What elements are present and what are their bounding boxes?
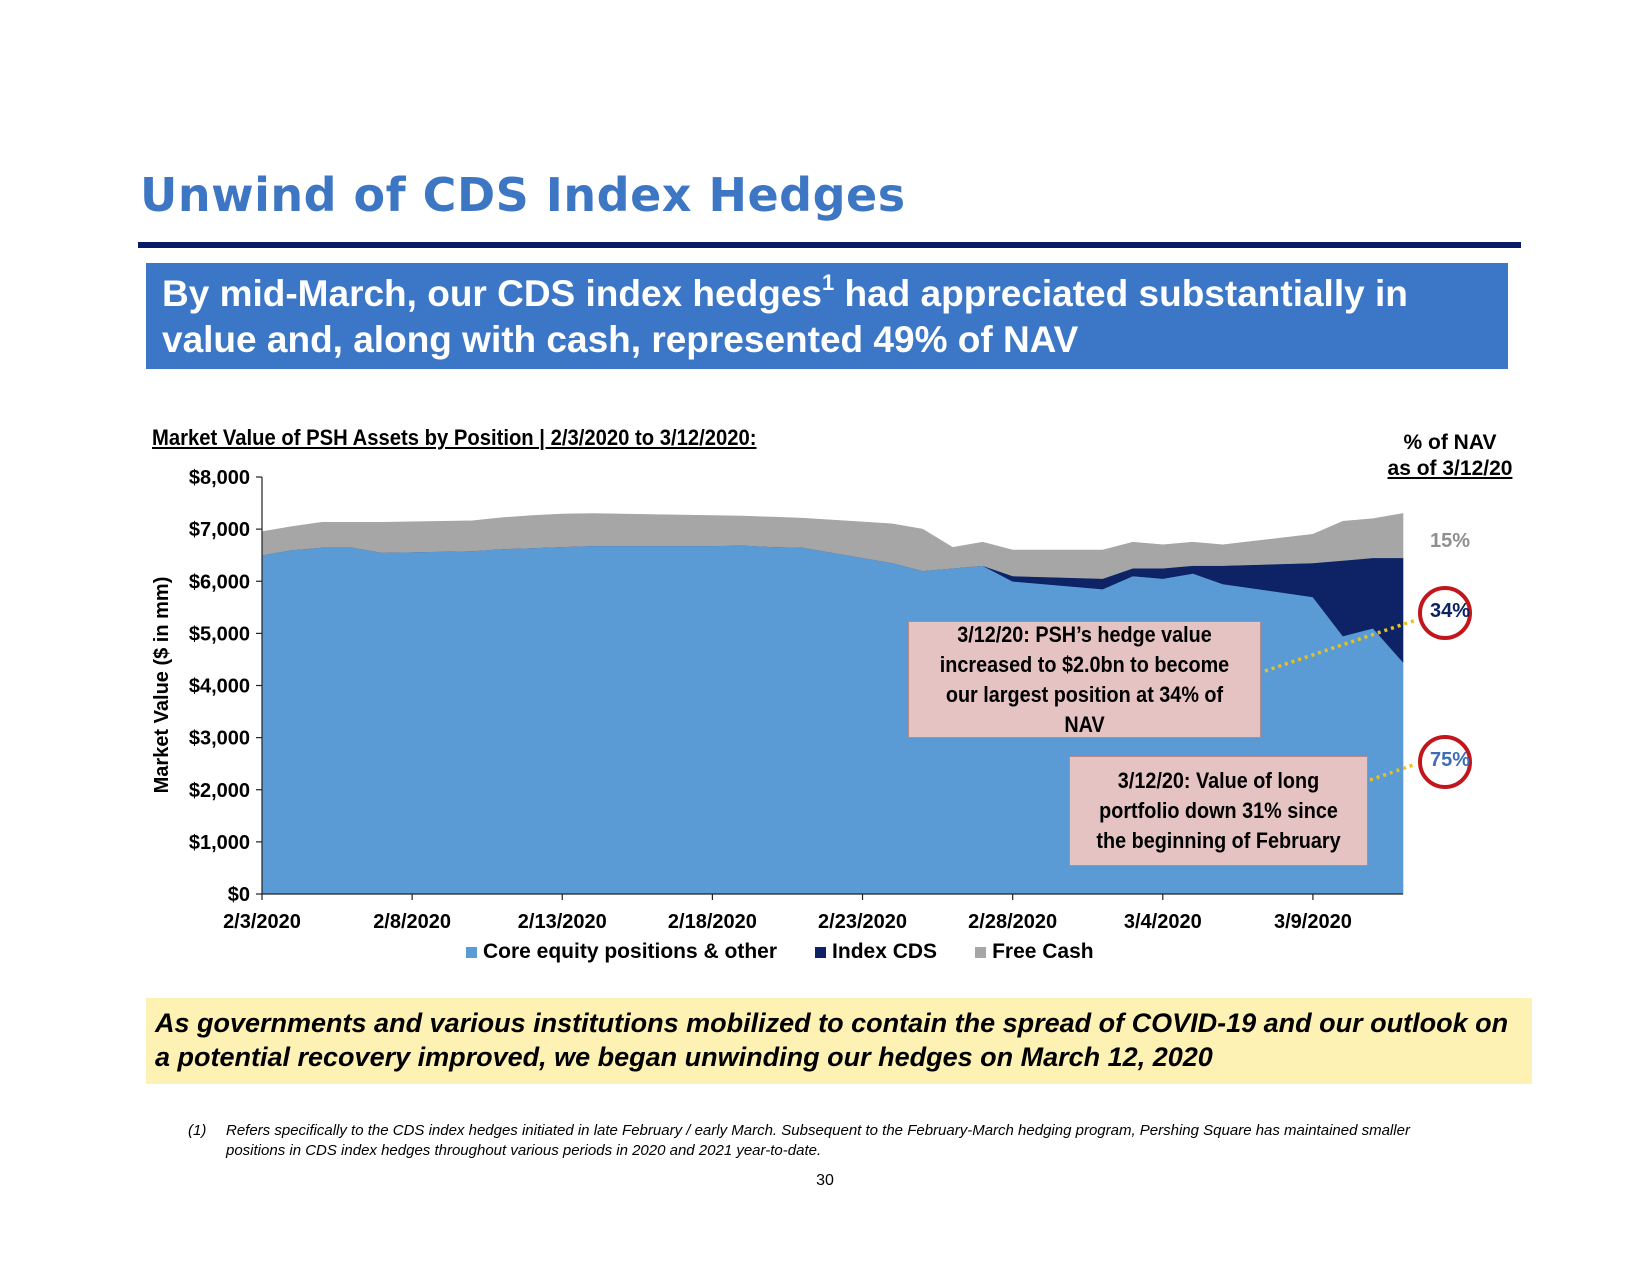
callout-hedge-value: 3/12/20: PSH’s hedge value increased to … (908, 621, 1261, 738)
y-axis-title: Market Value ($ in mm) (151, 577, 173, 794)
y-tick-label: $4,000 (189, 676, 250, 698)
nav-header-line2: as of 3/12/20 (1387, 457, 1513, 480)
chart-legend: Core equity positions & other Index CDS … (466, 940, 1094, 964)
area-free-cash (261, 513, 1404, 579)
conclusion-box: As governments and various institutions … (146, 998, 1532, 1084)
callout-hedge-text: 3/12/20: PSH’s hedge value increased to … (939, 621, 1230, 737)
title-divider (138, 242, 1521, 248)
x-tick-label: 3/9/2020 (1274, 911, 1352, 933)
y-tick-label: $6,000 (189, 571, 250, 593)
highlight-ring-core (1418, 735, 1472, 789)
footnote: (1) Refers specifically to the CDS index… (188, 1121, 1448, 1161)
y-tick-label: $5,000 (189, 623, 250, 645)
headline-text-2: had appreciated substantially in value a… (162, 273, 1408, 360)
x-tick-label: 2/13/2020 (518, 911, 607, 933)
legend-item-free-cash: Free Cash (975, 940, 1094, 964)
y-tick-label: $7,000 (189, 519, 250, 541)
x-tick-label: 2/3/2020 (223, 911, 301, 933)
nav-pct-core: 75% (1430, 749, 1471, 771)
x-tick-label: 2/28/2020 (968, 911, 1057, 933)
leader-line-hedge (1264, 618, 1417, 673)
chart-title: Market Value of PSH Assets by Position |… (152, 425, 757, 450)
y-tick-label: $1,000 (189, 832, 250, 854)
y-tick-label: $8,000 (189, 467, 250, 489)
nav-header: % of NAV as of 3/12/20 (1360, 430, 1540, 482)
legend-label-free-cash: Free Cash (992, 940, 1094, 963)
headline-text-1: By mid-March, our CDS index hedges (162, 273, 822, 314)
conclusion-text: As governments and various institutions … (155, 1008, 1509, 1072)
area-chart: $0 $1,000 $2,000 $3,000 $4,000 $5,000 $6,000 $7… (151, 467, 1417, 933)
legend-swatch-free-cash (975, 946, 987, 958)
x-tick-label: 2/8/2020 (373, 911, 451, 933)
legend-swatch-core (466, 946, 477, 958)
x-tick-label: 2/23/2020 (818, 911, 907, 933)
leader-line-long (1369, 762, 1417, 782)
nav-header-line1: % of NAV (1403, 431, 1497, 454)
legend-swatch-index-cds (815, 946, 827, 958)
y-tick-label: $2,000 (189, 780, 250, 802)
nav-pct-index-cds: 34% (1430, 600, 1471, 622)
page-title: Unwind of CDS Index Hedges (140, 168, 906, 222)
callout-long-portfolio: 3/12/20: Value of long portfolio down 31… (1069, 756, 1368, 866)
x-tick-label: 3/4/2020 (1124, 911, 1202, 933)
legend-label-core: Core equity positions & other (483, 940, 778, 963)
highlight-ring-cds (1418, 586, 1472, 640)
y-tick-label: $3,000 (189, 728, 250, 750)
legend-item-core: Core equity positions & other (466, 940, 777, 964)
x-tick-label: 2/18/2020 (668, 911, 757, 933)
headline-footnote-mark: 1 (821, 270, 835, 295)
y-tick-label: $0 (228, 884, 250, 906)
footnote-text: Refers specifically to the CDS index hed… (226, 1122, 1410, 1159)
page-number: 30 (816, 1172, 834, 1189)
callout-long-text: 3/12/20: Value of long portfolio down 31… (1096, 768, 1341, 853)
nav-pct-free-cash: 15% (1430, 530, 1471, 552)
legend-label-index-cds: Index CDS (832, 940, 938, 963)
headline-box: By mid-March, our CDS index hedges1 had … (146, 263, 1508, 369)
legend-item-index-cds: Index CDS (815, 940, 937, 964)
footnote-number: (1) (188, 1122, 207, 1139)
